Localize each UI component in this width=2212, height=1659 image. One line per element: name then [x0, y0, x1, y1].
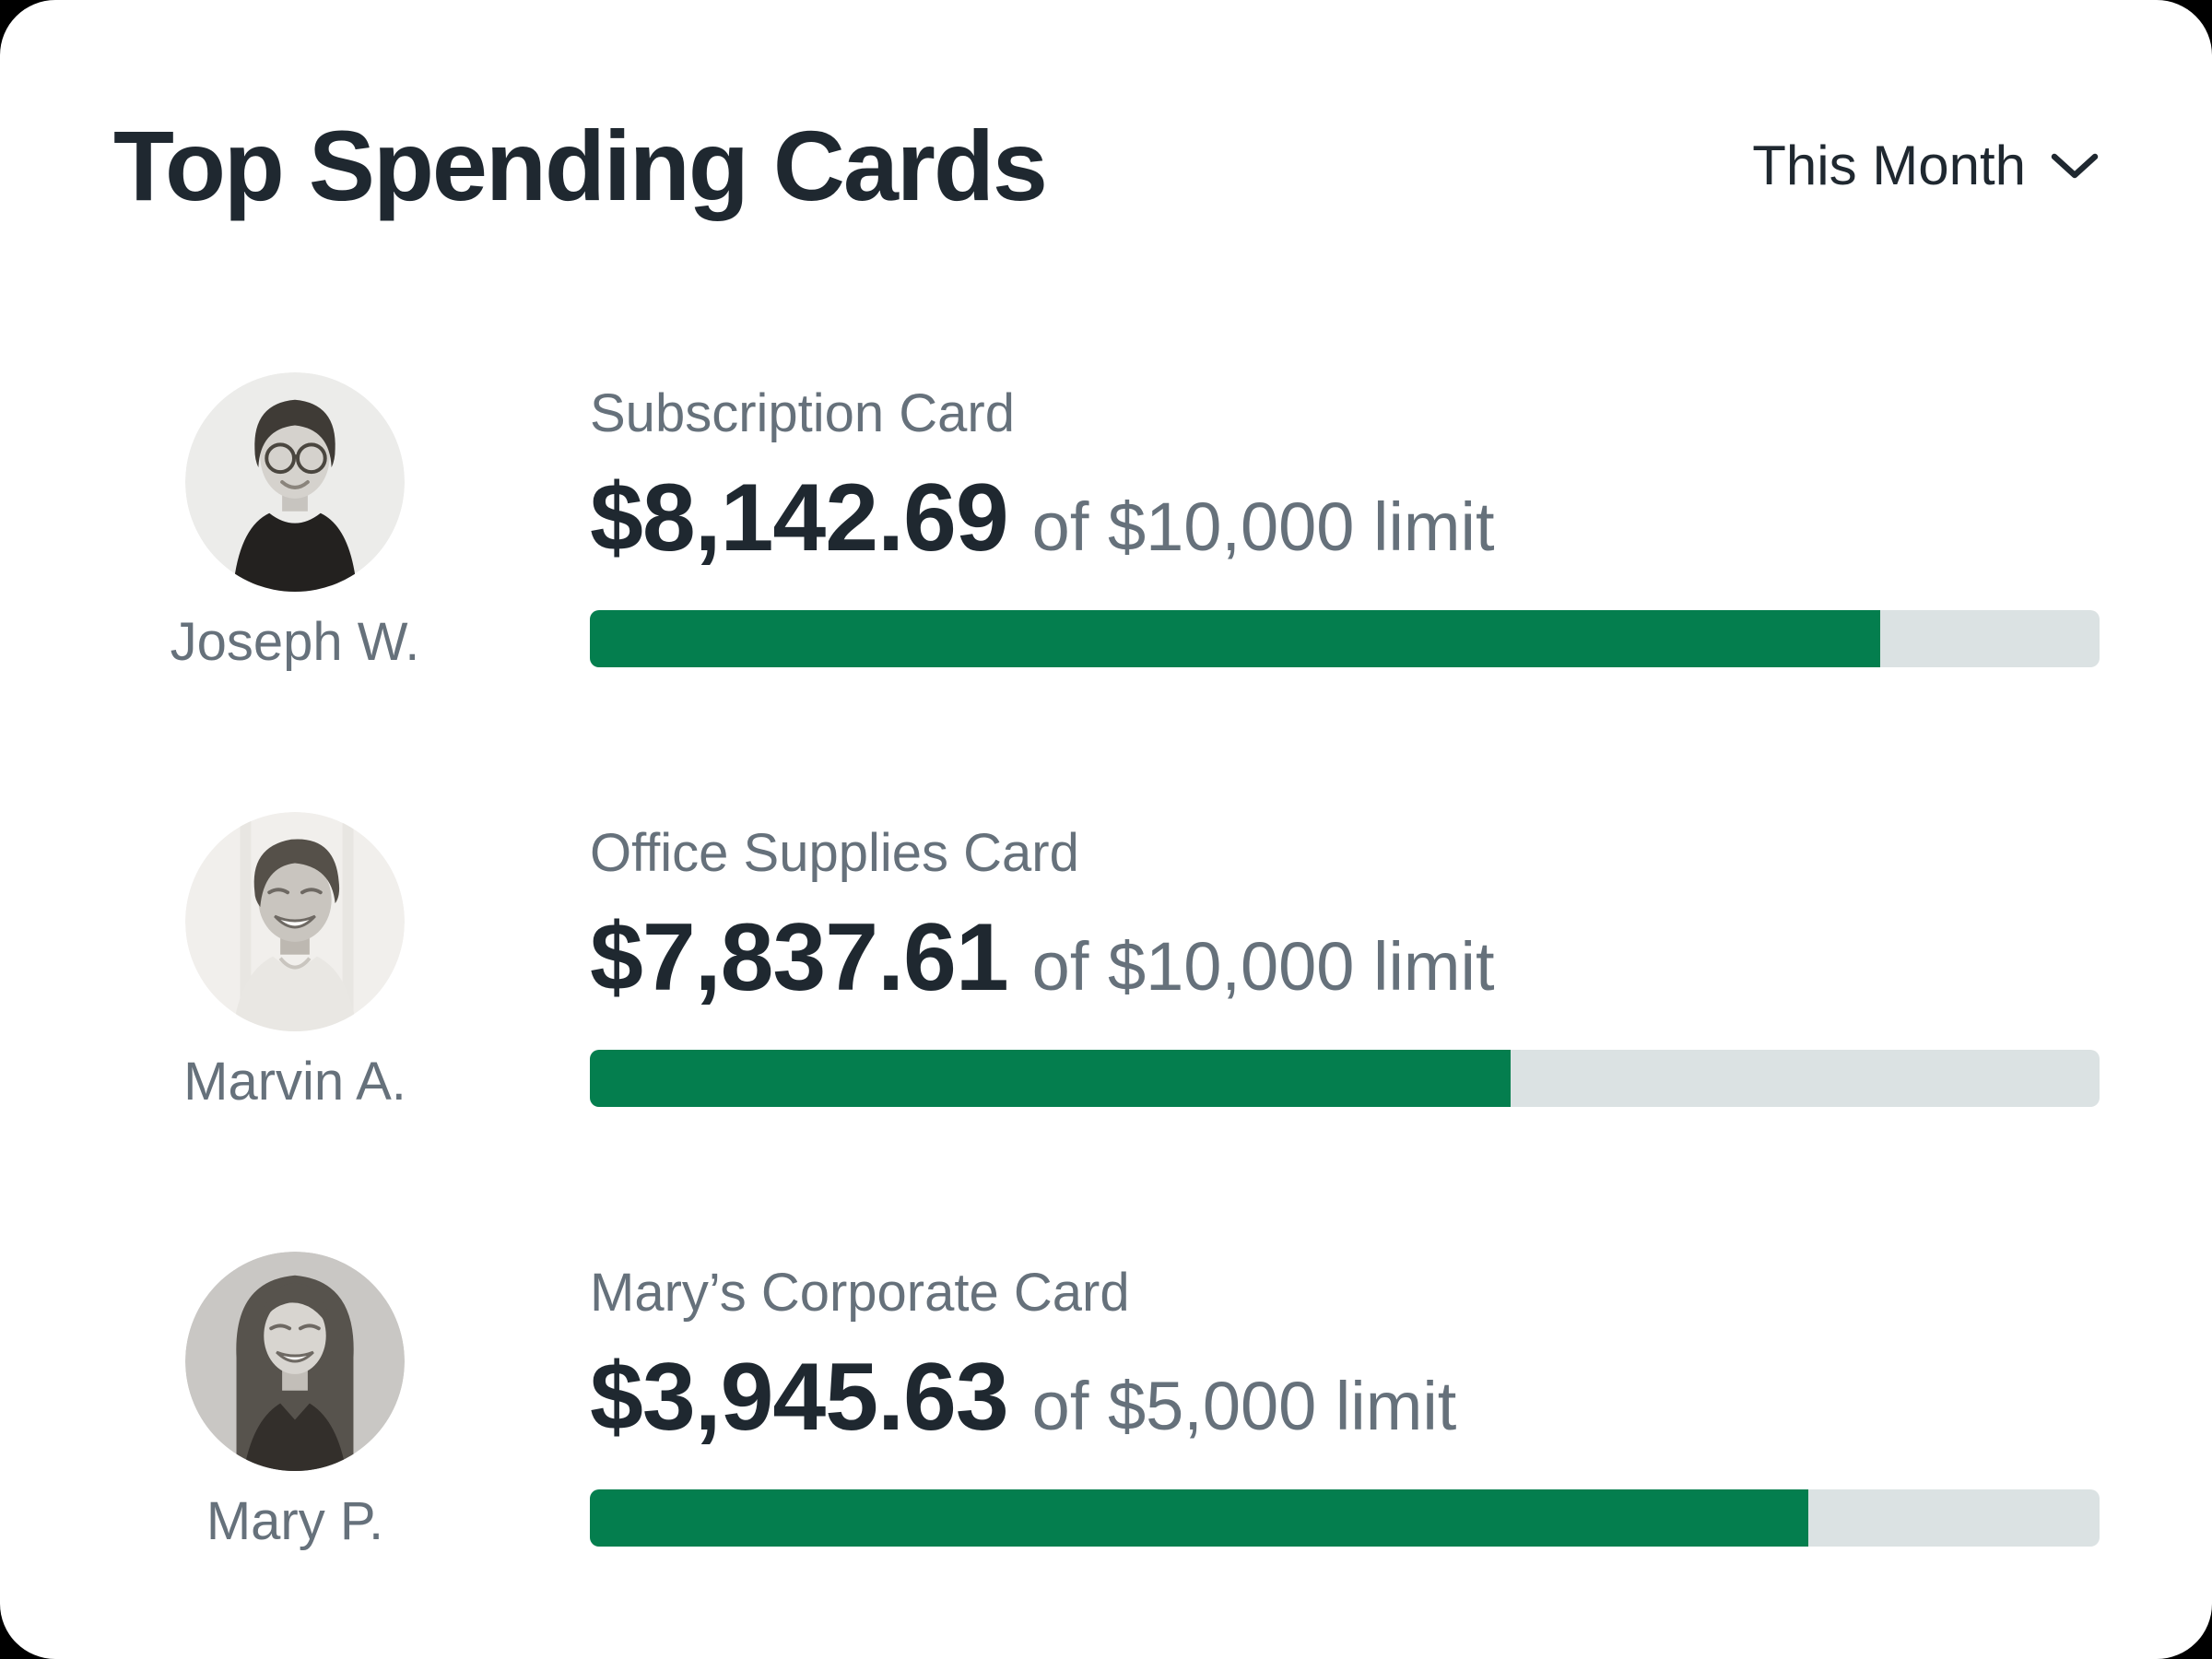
cardholder-name: Mary P.	[206, 1490, 384, 1551]
card-row-joseph: Joseph W. Subscription Card $8,142.69 of…	[113, 371, 2100, 812]
card-name: Office Supplies Card	[590, 822, 1079, 883]
progress-fill	[590, 1488, 1808, 1547]
avatar-woman-long-hair	[185, 1251, 405, 1471]
progress-bar	[590, 1049, 2100, 1107]
avatar-man-glasses	[185, 371, 405, 592]
chevron-down-icon	[2050, 151, 2100, 181]
period-dropdown[interactable]: This Month	[1752, 134, 2100, 197]
amount-spent: $7,837.61	[590, 903, 1009, 1011]
amount-spent: $8,142.69	[590, 464, 1009, 571]
page-title: Top Spending Cards	[113, 110, 1048, 221]
limit-text: of $10,000 limit	[1031, 488, 1495, 565]
panel-header: Top Spending Cards This Month	[113, 106, 2100, 226]
progress-fill	[590, 1049, 1512, 1107]
spending-cards-list: Joseph W. Subscription Card $8,142.69 of…	[113, 371, 2100, 1659]
progress-bar	[590, 1488, 2100, 1547]
limit-text: of $10,000 limit	[1031, 927, 1495, 1005]
avatar-man-smiling	[185, 811, 405, 1031]
limit-text: of $5,000 limit	[1031, 1367, 1457, 1444]
progress-bar	[590, 609, 2100, 667]
cardholder-name: Joseph W.	[170, 611, 420, 672]
amount-spent: $3,945.63	[590, 1343, 1009, 1451]
cardholder-name: Marvin A.	[183, 1051, 406, 1112]
card-row-mary: Mary P. Mary’s Corporate Card $3,945.63 …	[113, 1251, 2100, 1659]
period-dropdown-label: This Month	[1752, 135, 2026, 196]
card-row-marvin: Marvin A. Office Supplies Card $7,837.61…	[113, 811, 2100, 1252]
card-name: Subscription Card	[590, 382, 1015, 443]
progress-fill	[590, 609, 1881, 667]
card-name: Mary’s Corporate Card	[590, 1262, 1130, 1323]
